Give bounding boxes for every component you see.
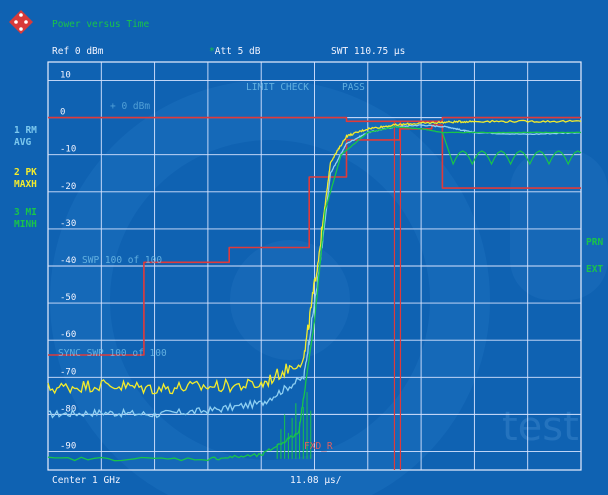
ref-level: Ref 0 dBm — [52, 46, 104, 57]
trace-1-mode[interactable]: AVG — [14, 137, 32, 148]
rs-logo-icon — [9, 10, 33, 34]
trace-3-mode[interactable]: MINH — [14, 219, 37, 230]
y-tick-label: -60 — [60, 330, 76, 340]
y-tick-label: -20 — [60, 182, 76, 192]
trace-2-num[interactable]: 2 PK — [14, 167, 37, 178]
swp-counter: SWP 100 of 100 — [82, 255, 163, 266]
y-tick-label: -30 — [60, 219, 76, 229]
prn-label: PRN — [586, 237, 604, 248]
trace-3-minh-line — [47, 125, 582, 462]
att-marker-icon: * — [209, 46, 215, 57]
trace-1-avg-line — [47, 124, 582, 419]
ext-label: EXT — [586, 264, 604, 275]
trace-3-num[interactable]: 3 MI — [14, 207, 37, 218]
y-tick-label: -40 — [60, 256, 76, 266]
sync-swp-overlay: SYNC SWP 100 of 100 — [58, 348, 167, 359]
y-tick-label: 0 — [60, 108, 65, 118]
y-tick-label: 10 — [60, 71, 71, 81]
watermark-core — [230, 240, 350, 360]
limit-check-result: PASS — [342, 82, 365, 93]
watermark-s-shape — [510, 150, 608, 300]
trace-2-maxh-line — [47, 119, 582, 395]
trace-2-mode[interactable]: MAXH — [14, 179, 37, 190]
attenuation: *Att 5 dB — [209, 46, 261, 57]
y-tick-label: -70 — [60, 367, 76, 377]
trace-1-num[interactable]: 1 RM — [14, 125, 37, 136]
fxd-r-label: FXD_R — [304, 441, 333, 452]
time-per-division: 11.08 µs/ — [290, 475, 342, 486]
limit-line-lower — [48, 124, 581, 356]
y-tick-label: -80 — [60, 404, 76, 414]
screen-title: Power versus Time — [52, 19, 150, 30]
center-frequency: Center 1 GHz — [52, 475, 121, 486]
trace-3-ripple — [441, 132, 582, 166]
watermark-text: test — [502, 404, 579, 450]
ref-marker-label: + 0 dBm — [110, 101, 151, 112]
y-tick-label: -90 — [60, 441, 76, 451]
y-tick-label: -10 — [60, 145, 76, 155]
limit-check-label: LIMIT CHECK — [246, 82, 309, 93]
limit-line-upper — [48, 116, 581, 123]
watermark-ring — [50, 80, 490, 495]
sweep-time: SWT 110.75 µs — [331, 46, 406, 57]
y-tick-label: -50 — [60, 293, 76, 303]
